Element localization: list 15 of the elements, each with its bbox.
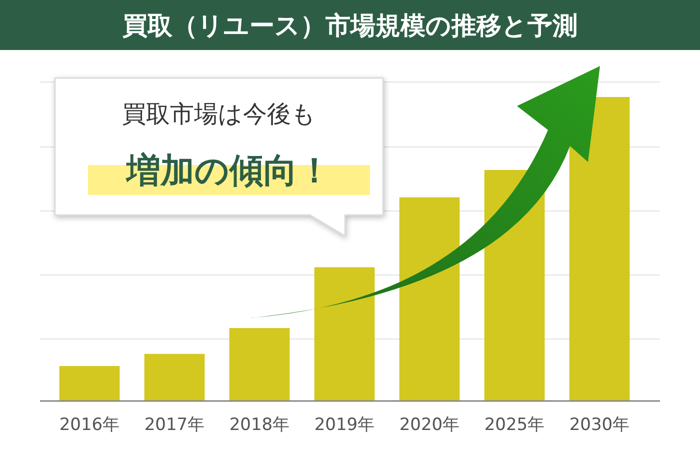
annotation: 買取市場は今後も: [122, 100, 316, 128]
x-tick-label: 2020年: [399, 415, 460, 435]
chart-title: 買取（リユース）市場規模の推移と予測: [122, 11, 578, 40]
bar: [59, 366, 120, 401]
x-tick-label: 2030年: [569, 415, 630, 435]
x-tick-label: 2017年: [144, 415, 205, 435]
x-tick-label: 2018年: [229, 415, 290, 435]
bar: [569, 97, 630, 401]
x-tick-label: 2019年: [314, 415, 375, 435]
bar: [144, 354, 205, 401]
bar: [314, 267, 375, 401]
bar: [399, 197, 460, 401]
x-tick-label: 2016年: [59, 415, 120, 435]
bar: [229, 328, 290, 401]
x-tick-label: 2025年: [484, 415, 545, 435]
